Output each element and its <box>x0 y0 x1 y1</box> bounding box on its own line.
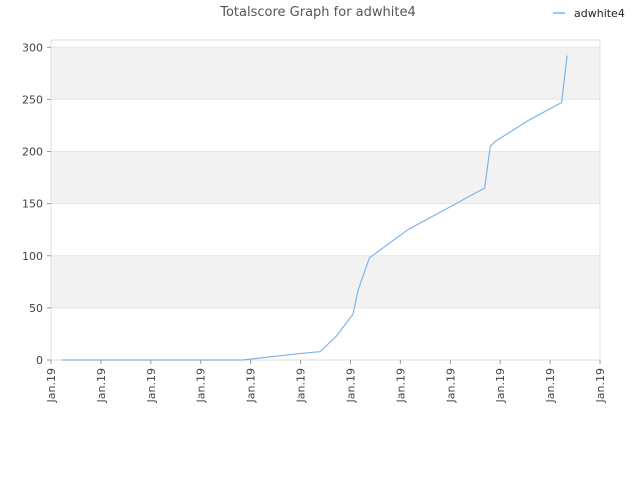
grid-band <box>51 40 600 48</box>
y-tick-label: 300 <box>22 41 43 54</box>
grid-band <box>51 47 600 100</box>
x-tick-label: Jan.19 <box>594 368 607 403</box>
x-tick-label: Jan.19 <box>45 368 58 403</box>
x-tick-label: Jan.19 <box>145 368 158 403</box>
x-tick-label: Jan.19 <box>195 368 208 403</box>
y-tick-label: 200 <box>22 146 43 159</box>
x-tick-label: Jan.19 <box>544 368 557 403</box>
x-tick-label: Jan.19 <box>295 368 308 403</box>
x-axis: Jan.19 Jan.19 Jan.19 Jan.19 Jan.19 Jan.19 Jan.… <box>45 360 607 403</box>
plot-border <box>50 39 601 361</box>
y-tick-label: 0 <box>36 354 43 367</box>
y-tick-label: 150 <box>22 198 43 211</box>
grid-band <box>51 151 600 204</box>
plot-area <box>50 39 601 361</box>
x-tick-label: Jan.19 <box>494 368 507 403</box>
legend-label: adwhite4 <box>574 7 625 20</box>
grid-band <box>51 307 600 360</box>
grid-band <box>51 255 600 308</box>
y-tick-label: 50 <box>29 302 43 315</box>
x-tick-label: Jan.19 <box>344 368 357 403</box>
grid-bands <box>51 40 600 361</box>
x-tick-label: Jan.19 <box>394 368 407 403</box>
y-axis: 0 50 100 150 200 250 300 <box>22 41 51 367</box>
legend[interactable]: adwhite4 <box>553 7 625 20</box>
chart-title: Totalscore Graph for adwhite4 <box>219 5 416 20</box>
y-tick-label: 100 <box>22 250 43 263</box>
x-tick-label: Jan.19 <box>95 368 108 403</box>
series-group <box>62 55 568 361</box>
grid-band <box>51 203 600 256</box>
grid-band <box>51 99 600 152</box>
y-tick-label: 250 <box>22 93 43 106</box>
series-line <box>62 55 568 361</box>
x-tick-label: Jan.19 <box>245 368 258 403</box>
x-tick-label: Jan.19 <box>444 368 457 403</box>
